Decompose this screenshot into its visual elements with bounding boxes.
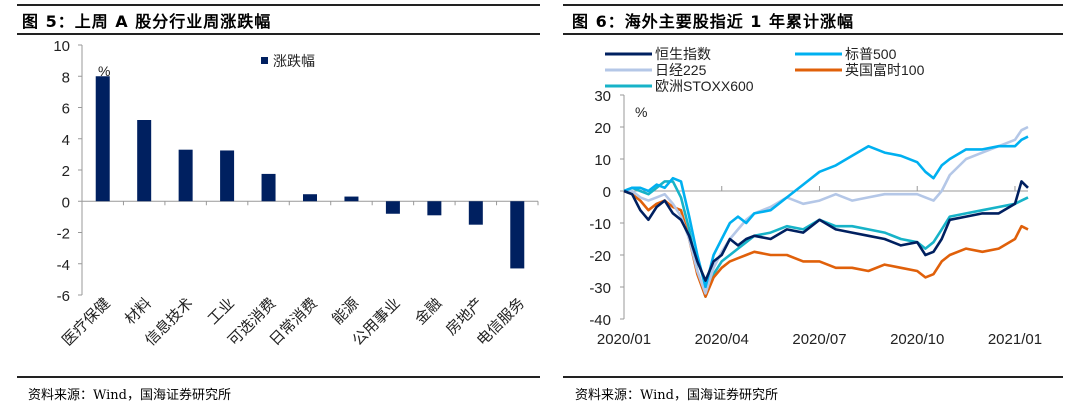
x-tick-label: 能源: [329, 295, 362, 328]
bar: [510, 201, 525, 269]
bar: [220, 150, 235, 202]
bar: [95, 76, 110, 202]
x-tick-label: 2020/10: [890, 331, 944, 348]
y-unit-label: %: [635, 104, 647, 120]
legend-label: 恒生指数: [655, 46, 711, 62]
y-tick-label: -4: [57, 257, 70, 274]
y-tick-label: 30: [594, 88, 611, 105]
line-chart: 30 20 10 0 -10 -20 -30 -40 2020/01 2020/04 2020/07…: [589, 46, 1042, 348]
legend-label: 英国富时100: [845, 62, 925, 78]
y-tick-label: 6: [62, 101, 70, 118]
figure5-top-rule: [17, 4, 540, 6]
legend-label: 日经225: [655, 62, 707, 78]
y-tick-label: -2: [57, 226, 70, 243]
x-tick-label: 材料: [122, 295, 155, 328]
y-tick-label: 20: [594, 120, 611, 137]
figure6-title: 图 6：海外主要股指近 1 年累计涨幅: [572, 12, 854, 31]
bar: [468, 201, 483, 225]
x-tick-label: 2020/01: [597, 331, 651, 348]
y-tick-label: 0: [603, 184, 611, 201]
x-tick-label: 2020/07: [792, 331, 846, 348]
y-tick-label: 4: [62, 132, 70, 149]
y-tick-label: -10: [589, 216, 611, 233]
series-line: [623, 135, 1029, 289]
legend-swatch-zhangdiefu: [261, 57, 268, 64]
y-tick-label: 10: [53, 38, 70, 55]
bar: [385, 201, 400, 214]
series-line: [623, 180, 1029, 298]
y-tick-label: 10: [594, 152, 611, 169]
figure5-bottom-rule: [17, 33, 540, 35]
y-tick-label: 2: [62, 163, 70, 180]
series-line: [623, 180, 1029, 282]
legend-label-zhangdiefu: 涨跌幅: [273, 53, 315, 69]
y-tick-label: -6: [57, 288, 70, 305]
figure6-source: 资料来源：Wind，国海证券研究所: [575, 388, 778, 403]
x-tick-label: 金融: [412, 295, 445, 328]
figure6-bottom-rule: [563, 33, 1063, 35]
y-tick-label: -30: [589, 280, 611, 297]
bar: [344, 196, 359, 202]
bar: [261, 173, 276, 202]
figure5-source: 资料来源：Wind，国海证券研究所: [28, 388, 231, 403]
y-tick-label: 0: [62, 194, 70, 211]
bar: [137, 120, 152, 202]
figure5-source-rule: [17, 376, 540, 378]
x-tick-label: 2020/04: [695, 331, 749, 348]
y-tick-label: -40: [589, 312, 611, 329]
y-unit-label: %: [98, 63, 110, 79]
bar: [178, 149, 193, 202]
figure5-title: 图 5：上周 A 股分行业周涨跌幅: [22, 12, 272, 31]
bar: [303, 194, 317, 202]
bar: [427, 201, 442, 216]
x-tick-label: 2021/01: [988, 331, 1042, 348]
x-tick-label: 工业: [205, 295, 238, 328]
legend-label: 标普500: [845, 46, 897, 62]
y-tick-label: 8: [62, 69, 70, 86]
legend-label: 欧洲STOXX600: [655, 78, 754, 94]
figure6-source-rule: [563, 376, 1063, 378]
series-line: [623, 189, 1029, 298]
figure6-top-rule: [563, 4, 1063, 6]
y-tick-label: -20: [589, 248, 611, 265]
